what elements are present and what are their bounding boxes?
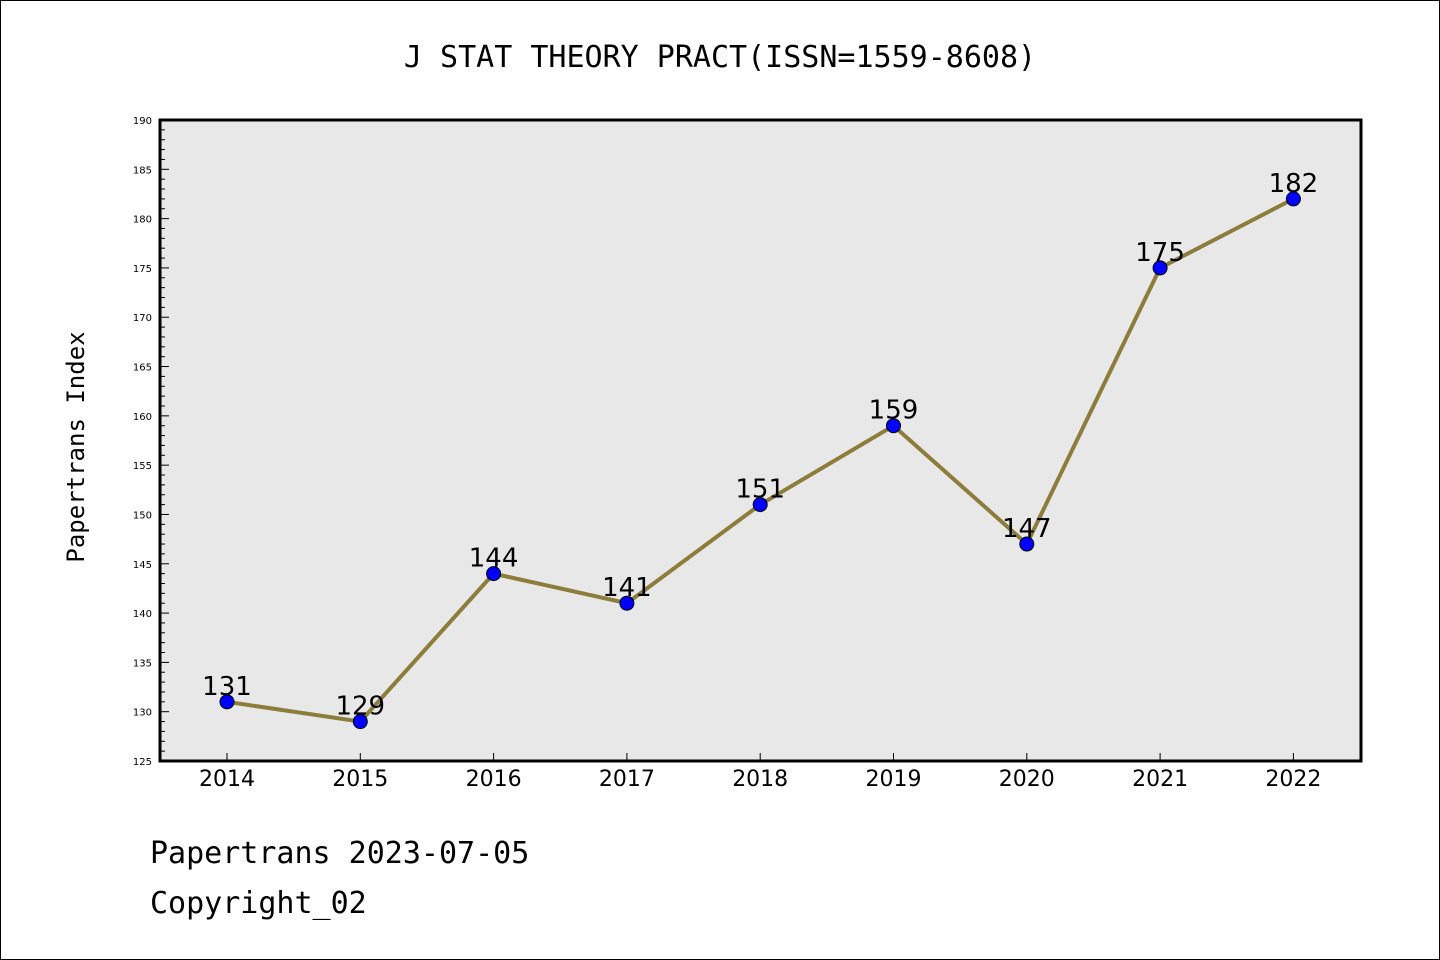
plot-area (158, 118, 1363, 763)
data-point (886, 418, 901, 434)
y-tick-label: 160 (133, 412, 152, 423)
y-tick-label: 135 (133, 658, 152, 669)
x-tick-label: 2020 (999, 767, 1055, 792)
y-tick-label: 190 (133, 116, 152, 127)
data-point (352, 714, 368, 730)
y-axis: 125 130 135 140 145 150 155 160 165 170 175 180 185 1… (133, 116, 169, 768)
y-tick-label: 150 (133, 510, 152, 521)
data-label: 141 (602, 573, 652, 603)
x-tick-label: 2015 (332, 767, 388, 792)
x-tick-label: 2017 (599, 767, 655, 792)
x-tick-label: 2022 (1265, 767, 1321, 792)
x-tick-label: 2021 (1132, 767, 1188, 792)
y-tick-label: 155 (133, 461, 152, 472)
footer-copyright: Copyright_02 (150, 886, 367, 921)
data-label: 159 (869, 396, 919, 426)
data-label: 182 (1269, 169, 1319, 199)
data-point (619, 595, 635, 611)
data-label: 144 (469, 544, 519, 574)
y-axis-label: Papertrans Index (62, 331, 90, 562)
y-tick-label: 165 (133, 363, 152, 374)
y-tick-label: 170 (133, 313, 152, 324)
y-tick-label: 130 (133, 708, 152, 719)
x-tick-label: 2016 (466, 767, 522, 792)
data-point (1152, 260, 1168, 276)
data-label: 147 (1002, 514, 1052, 544)
data-point (486, 566, 502, 582)
y-tick-label: 185 (133, 165, 152, 176)
data-label: 151 (735, 475, 785, 505)
y-tick-label: 145 (133, 560, 152, 571)
footer-date: Papertrans 2023-07-05 (150, 836, 530, 871)
x-tick-label: 2014 (199, 767, 255, 792)
data-point (219, 694, 235, 710)
data-label: 129 (335, 692, 385, 722)
data-label: 175 (1135, 238, 1185, 268)
y-tick-label: 180 (133, 215, 152, 226)
data-label: 131 (202, 672, 252, 702)
series (219, 191, 1301, 730)
data-labels: 131 129 144 141 151 159 147 175 182 (202, 169, 1318, 722)
y-tick-label: 140 (133, 609, 152, 620)
x-tick-label: 2018 (732, 767, 788, 792)
data-point (752, 497, 768, 513)
x-axis: 2014 2015 2016 2017 2018 2019 2020 2021 2022 (199, 753, 1321, 792)
y-tick-label: 175 (133, 264, 152, 275)
x-tick-label: 2019 (866, 767, 922, 792)
data-point (1285, 191, 1301, 207)
data-point (1019, 536, 1035, 552)
y-tick-label: 125 (133, 757, 152, 768)
chart-title: J STAT THEORY PRACT(ISSN=1559-8608) (404, 40, 1036, 75)
